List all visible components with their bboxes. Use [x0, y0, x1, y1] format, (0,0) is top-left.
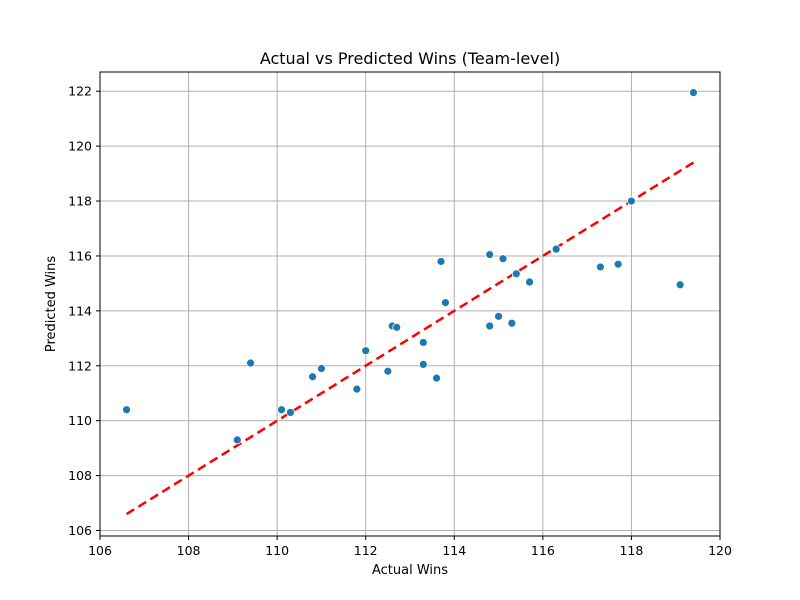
x-axis-label: Actual Wins	[372, 563, 448, 578]
data-point	[232, 435, 242, 445]
x-tick-label: 116	[531, 543, 555, 558]
y-tick-label: 120	[68, 139, 92, 154]
data-point	[627, 196, 636, 206]
data-point	[246, 358, 255, 368]
data-point	[317, 364, 326, 373]
grid	[99, 72, 721, 536]
data-point	[308, 372, 317, 382]
data-point	[277, 405, 286, 415]
x-tick-label: 110	[265, 543, 289, 558]
plot-frame	[99, 71, 721, 537]
data-point	[596, 262, 605, 272]
data-point	[498, 254, 508, 264]
y-axis-label: Predicted Wins	[44, 256, 59, 353]
data-point	[418, 338, 428, 347]
data-point	[392, 322, 402, 332]
data-point	[432, 373, 441, 383]
data-point	[441, 298, 450, 308]
y-tick-label: 108	[68, 468, 92, 483]
data-point	[511, 269, 521, 279]
y-tick-label: 106	[68, 523, 92, 538]
data-point	[352, 384, 362, 394]
data-point	[383, 366, 393, 376]
data-point	[689, 88, 698, 97]
axis-ticks: 106 108 110 112 114 116 118 120 106 108 110 112 114 1…	[68, 84, 732, 558]
y-tick-label: 118	[68, 194, 92, 209]
y-tick-label: 112	[68, 358, 92, 373]
data-point	[507, 318, 517, 328]
data-point	[551, 244, 561, 254]
y-tick-label: 116	[68, 248, 92, 263]
y-tick-label: 114	[68, 303, 92, 318]
x-tick-label: 106	[88, 543, 112, 558]
data-point	[286, 408, 295, 417]
data-point	[418, 360, 428, 369]
y-tick-label: 110	[68, 413, 92, 428]
data-point	[485, 250, 495, 259]
x-tick-label: 114	[442, 543, 466, 558]
y-tick-label: 122	[68, 84, 92, 99]
data-point	[675, 280, 685, 290]
data-point	[361, 346, 371, 356]
data-point	[525, 277, 534, 287]
x-tick-label: 120	[708, 543, 732, 558]
data-point	[494, 311, 503, 321]
data-point	[613, 259, 623, 269]
data-point	[436, 257, 446, 266]
fit-line-layer	[125, 161, 695, 516]
x-tick-label: 108	[177, 543, 201, 558]
chart-title: Actual vs Predicted Wins (Team-level)	[260, 49, 560, 68]
reference-line	[125, 161, 695, 516]
data-points	[122, 88, 698, 445]
x-tick-label: 112	[354, 543, 378, 558]
data-point	[485, 321, 495, 331]
data-point	[122, 405, 131, 415]
x-tick-label: 118	[619, 543, 643, 558]
